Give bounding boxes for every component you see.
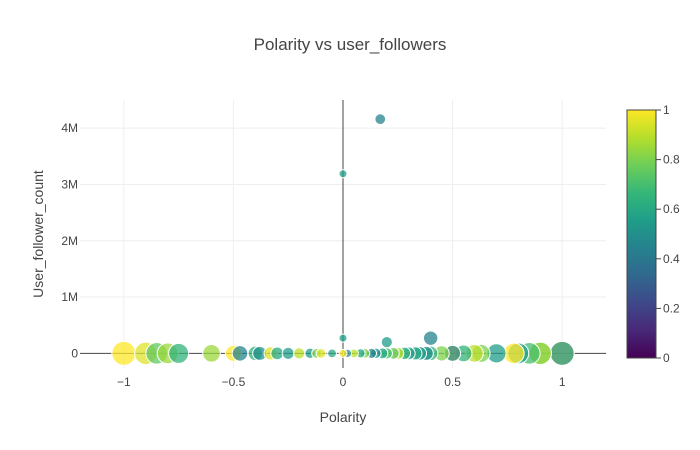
x-tick-label: −0.5 xyxy=(222,375,246,389)
data-point xyxy=(374,113,387,126)
data-point xyxy=(503,342,525,365)
colorbar-tick-label: 0.4 xyxy=(663,252,680,266)
data-points xyxy=(111,113,575,366)
data-point xyxy=(202,344,221,363)
x-tick-label: 0 xyxy=(340,375,347,389)
x-tick-label: −1 xyxy=(117,375,131,389)
colorbar-tick-label: 0.6 xyxy=(663,202,680,216)
y-tick-label: 0 xyxy=(71,346,78,360)
data-point xyxy=(293,347,306,360)
colorbar-tick-label: 0 xyxy=(663,351,670,365)
y-axis-label: User_follower_count xyxy=(30,170,46,298)
y-tick-label: 4M xyxy=(61,121,78,135)
data-point xyxy=(422,330,439,346)
x-axis-ticks: −1 −0.5 0 0.5 1 xyxy=(117,375,566,389)
data-point xyxy=(231,345,249,362)
data-point xyxy=(338,169,348,179)
data-point xyxy=(281,346,295,360)
x-tick-label: 1 xyxy=(559,375,566,389)
y-tick-label: 2M xyxy=(61,234,78,248)
y-axis-ticks: 0 1M 2M 3M 4M xyxy=(61,121,78,360)
colorbar-gradient xyxy=(626,109,657,359)
y-tick-label: 1M xyxy=(61,290,78,304)
colorbar-tick-label: 1 xyxy=(663,103,670,117)
data-point xyxy=(338,333,348,343)
data-point xyxy=(380,336,393,349)
colorbar-tick-label: 0.2 xyxy=(663,301,680,315)
data-point xyxy=(111,340,137,366)
data-point xyxy=(549,340,575,366)
x-axis-label: Polarity xyxy=(320,409,367,425)
x-tick-label: 0.5 xyxy=(444,375,461,389)
data-point xyxy=(168,342,190,364)
data-point xyxy=(327,348,337,359)
y-tick-label: 3M xyxy=(61,177,78,191)
colorbar: 0 0.2 0.4 0.6 0.8 1 xyxy=(626,103,680,365)
colorbar-tick-label: 0.8 xyxy=(663,153,680,167)
data-point xyxy=(315,348,327,359)
data-point xyxy=(338,348,348,358)
colorbar-ticks: 0 0.2 0.4 0.6 0.8 1 xyxy=(656,103,680,365)
zero-lines xyxy=(80,100,606,368)
chart-title: Polarity vs user_followers xyxy=(254,35,447,54)
